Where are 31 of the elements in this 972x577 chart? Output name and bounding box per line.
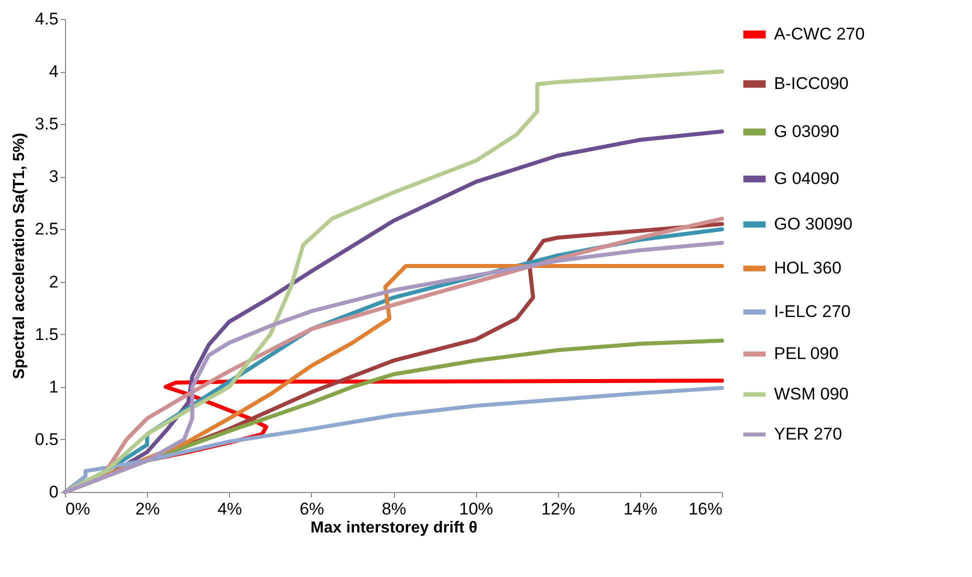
y-tick-label: 2 bbox=[49, 272, 58, 292]
x-tick-label: 0% bbox=[66, 500, 90, 518]
y-tick-label: 0 bbox=[49, 482, 58, 502]
legend-label: I-ELC 270 bbox=[774, 302, 851, 321]
x-tick-label: 14% bbox=[623, 500, 658, 518]
legend-label: GO 30090 bbox=[774, 214, 852, 234]
y-tick-label: 1 bbox=[49, 377, 58, 396]
legend-label: YER 270 bbox=[774, 424, 842, 444]
legend-label: B-ICC090 bbox=[774, 74, 849, 93]
legend-label: WSM 090 bbox=[774, 384, 849, 404]
y-tick-label: 4 bbox=[49, 62, 58, 82]
x-tick-label: 4% bbox=[217, 500, 242, 518]
y-tick-label: 0.5 bbox=[34, 430, 58, 449]
x-tick-label: 10% bbox=[459, 500, 494, 518]
x-tick-label: 16% bbox=[688, 500, 722, 518]
y-tick-label: 3 bbox=[49, 167, 58, 186]
x-tick-label: 8% bbox=[382, 500, 406, 518]
legend-label: PEL 090 bbox=[774, 344, 839, 363]
y-tick-label: 2.5 bbox=[34, 220, 58, 239]
y-axis-title: Spectral acceleration Sa(T1, 5%) bbox=[10, 132, 28, 380]
x-tick-label: 12% bbox=[541, 500, 576, 518]
legend-label: G 03090 bbox=[774, 122, 840, 141]
legend-label: HOL 360 bbox=[774, 258, 842, 278]
x-tick-label: 6% bbox=[300, 500, 324, 518]
x-tick-label: 2% bbox=[135, 500, 160, 518]
y-tick-label: 1.5 bbox=[34, 324, 58, 344]
x-axis-title: Max interstorey drift θ bbox=[310, 520, 478, 536]
legend-label: A-CWC 270 bbox=[774, 24, 865, 44]
y-tick-label: 3.5 bbox=[34, 114, 58, 134]
y-tick-label: 4.5 bbox=[34, 10, 58, 28]
legend-label: G 04090 bbox=[774, 169, 840, 188]
